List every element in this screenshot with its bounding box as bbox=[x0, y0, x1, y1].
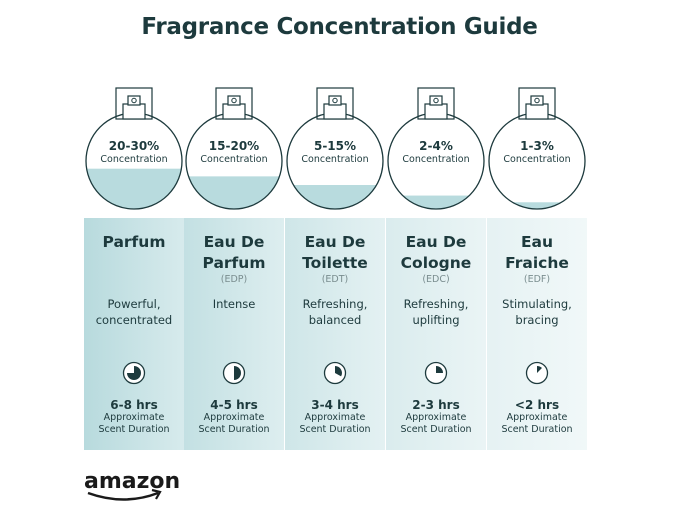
fragrance-column: Eau De Cologne (EDC) Refreshing, uplifting… bbox=[386, 218, 486, 450]
fragrance-description: Powerful, concentrated bbox=[95, 297, 173, 327]
duration-hours: 3-4 hrs bbox=[311, 398, 359, 412]
fragrance-name: Eau De Parfum bbox=[202, 233, 266, 272]
duration-hours: 4-5 hrs bbox=[210, 398, 258, 412]
clock-fill bbox=[234, 366, 241, 380]
concentration-label: Concentration bbox=[100, 154, 168, 165]
fragrance-column: Eau De Parfum (EDP) Intense 4-5 hrs Appro… bbox=[184, 218, 284, 450]
amazon-logo: amazon bbox=[84, 469, 179, 501]
fragrance-description: Intense bbox=[212, 297, 256, 311]
fragrance-name: Eau Fraiche bbox=[505, 233, 569, 272]
concentration-percent: 2-4% bbox=[419, 139, 453, 153]
clock-icon bbox=[424, 361, 448, 385]
bottle bbox=[85, 87, 183, 210]
page-title: Fragrance Concentration Guide bbox=[141, 14, 538, 40]
clock-fill bbox=[537, 366, 542, 373]
concentration-percent: 20-30% bbox=[108, 139, 160, 153]
clock-icon bbox=[525, 361, 549, 385]
fragrance-column: Eau De Toilette (EDT) Refreshing, balanced… bbox=[285, 218, 385, 450]
fragrance-abbreviation: (EDF) bbox=[523, 274, 551, 285]
duration-label: Approximate Scent Duration bbox=[198, 412, 270, 435]
bottle bbox=[488, 87, 586, 210]
duration-label: Approximate Scent Duration bbox=[98, 412, 170, 435]
fragrance-abbreviation: (EDP) bbox=[220, 274, 248, 285]
bottle bbox=[387, 87, 485, 210]
clock-icon bbox=[323, 361, 347, 385]
liquid-level bbox=[186, 176, 282, 209]
duration-label: Approximate Scent Duration bbox=[400, 412, 472, 435]
concentration-percent: 1-3% bbox=[520, 139, 554, 153]
svg-text:amazon: amazon bbox=[84, 469, 179, 494]
liquid-level bbox=[388, 195, 484, 209]
liquid-level bbox=[86, 168, 182, 209]
duration-hours: 6-8 hrs bbox=[110, 398, 158, 412]
duration-label: Approximate Scent Duration bbox=[501, 412, 573, 435]
liquid-level bbox=[287, 185, 383, 209]
bottles-illustration bbox=[85, 87, 586, 210]
clock-icon bbox=[222, 361, 246, 385]
bottle bbox=[185, 87, 283, 210]
clock-icon bbox=[122, 361, 146, 385]
concentration-label: Concentration bbox=[402, 154, 470, 165]
duration-hours: <2 hrs bbox=[514, 398, 560, 412]
clock-fill bbox=[335, 366, 342, 377]
duration-hours: 2-3 hrs bbox=[412, 398, 460, 412]
fragrance-abbreviation: (EDC) bbox=[422, 274, 450, 285]
fragrance-description: Refreshing, uplifting bbox=[403, 297, 469, 327]
clock-fill bbox=[127, 366, 141, 380]
fragrance-description: Refreshing, balanced bbox=[302, 297, 368, 327]
concentration-label: Concentration bbox=[503, 154, 571, 165]
bottle bbox=[286, 87, 384, 210]
fragrance-abbreviation: (EDT) bbox=[321, 274, 349, 285]
fragrance-name: Parfum bbox=[102, 233, 166, 251]
fragrance-column: Eau Fraiche (EDF) Stimulating, bracing <2 … bbox=[487, 218, 587, 450]
clock-fill bbox=[436, 366, 443, 373]
concentration-percent: 5-15% bbox=[313, 139, 357, 153]
concentration-percent: 15-20% bbox=[208, 139, 260, 153]
fragrance-name: Eau De Cologne bbox=[400, 233, 472, 272]
liquid-level bbox=[489, 202, 585, 209]
duration-label: Approximate Scent Duration bbox=[299, 412, 371, 435]
fragrance-name: Eau De Toilette bbox=[302, 233, 368, 272]
fragrance-description: Stimulating, bracing bbox=[502, 297, 572, 327]
concentration-label: Concentration bbox=[200, 154, 268, 165]
fragrance-column: Parfum Powerful, concentrated 6-8 hrs App… bbox=[84, 218, 184, 450]
concentration-label: Concentration bbox=[301, 154, 369, 165]
